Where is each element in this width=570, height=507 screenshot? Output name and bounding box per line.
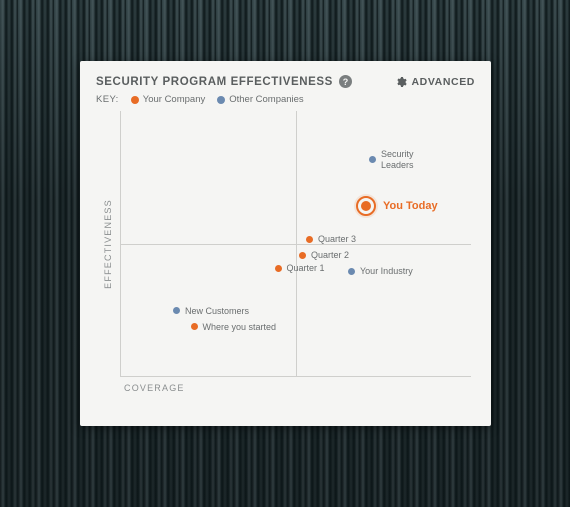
- point-label: Your Industry: [360, 266, 413, 276]
- x-axis-label: COVERAGE: [120, 383, 185, 393]
- legend-item-your-company: Your Company: [131, 94, 206, 105]
- point-dot-icon: [275, 265, 282, 272]
- advanced-label: ADVANCED: [411, 76, 475, 88]
- data-point: SecurityLeaders: [369, 149, 414, 170]
- point-dot-icon: [369, 156, 376, 163]
- point-label: Where you started: [203, 322, 277, 332]
- data-point: Where you started: [191, 322, 277, 332]
- legend-label: Your Company: [143, 94, 206, 105]
- data-point: Your Industry: [348, 266, 413, 276]
- legend-key-label: KEY:: [96, 94, 119, 105]
- point-dot-icon: [191, 323, 198, 330]
- point-label: SecurityLeaders: [381, 149, 414, 170]
- legend-dot-icon: [217, 96, 225, 104]
- point-label: New Customers: [185, 306, 249, 316]
- point-label: Quarter 1: [287, 263, 325, 273]
- legend-item-other-companies: Other Companies: [217, 94, 303, 105]
- point-label: Quarter 2: [311, 250, 349, 260]
- legend-row: KEY: Your Company Other Companies: [96, 94, 475, 105]
- help-icon[interactable]: ?: [339, 75, 352, 88]
- point-dot-icon: [299, 252, 306, 259]
- gear-icon: [395, 76, 407, 88]
- point-dot-icon: [173, 307, 180, 314]
- midline-horizontal: [121, 244, 471, 245]
- data-point: Quarter 1: [275, 263, 325, 273]
- data-point: Quarter 2: [299, 250, 349, 260]
- y-axis: EFFECTIVENESS: [96, 111, 120, 377]
- legend-dot-icon: [131, 96, 139, 104]
- advanced-button[interactable]: ADVANCED: [395, 76, 475, 88]
- you-today-point: You Today: [356, 196, 438, 216]
- y-axis-label: EFFECTIVENESS: [103, 199, 113, 289]
- highlight-ring-icon: [356, 196, 376, 216]
- title-wrap: SECURITY PROGRAM EFFECTIVENESS ?: [96, 75, 352, 88]
- scatter-plot: EFFECTIVENESS SecurityLeaders Quarter 3 Qu…: [96, 109, 475, 399]
- effectiveness-card: SECURITY PROGRAM EFFECTIVENESS ? ADVANCE…: [80, 61, 491, 426]
- card-header: SECURITY PROGRAM EFFECTIVENESS ? ADVANCE…: [96, 75, 475, 88]
- card-title: SECURITY PROGRAM EFFECTIVENESS: [96, 76, 333, 88]
- data-point: New Customers: [173, 306, 249, 316]
- data-point: Quarter 3: [306, 234, 356, 244]
- highlight-label: You Today: [383, 200, 438, 212]
- x-axis: COVERAGE: [120, 377, 471, 399]
- legend-label: Other Companies: [229, 94, 303, 105]
- plot-area: SecurityLeaders Quarter 3 Quarter 2 Quarter…: [120, 111, 471, 377]
- point-dot-icon: [306, 236, 313, 243]
- point-dot-icon: [348, 268, 355, 275]
- point-label: Quarter 3: [318, 234, 356, 244]
